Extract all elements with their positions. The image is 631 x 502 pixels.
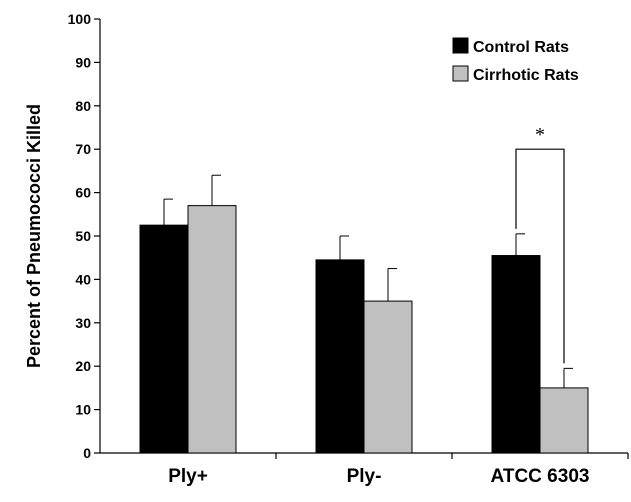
legend-label: Cirrhotic Rats [473, 67, 579, 84]
legend-label: Control Rats [473, 39, 569, 56]
bars [139, 205, 589, 454]
y-tick-label: 100 [68, 11, 92, 27]
bar [315, 259, 365, 454]
significance-bracket [515, 148, 565, 364]
y-tick-label: 80 [75, 98, 91, 114]
y-tick-label: 30 [75, 315, 91, 331]
legend: Control Rats Cirrhotic Rats [452, 37, 579, 84]
y-tick-label: 90 [75, 54, 91, 70]
x-category-label: Ply- [347, 466, 382, 487]
significance-star: * [535, 124, 545, 146]
y-tick-label: 70 [75, 141, 91, 157]
bar [187, 205, 237, 454]
x-category-label: ATCC 6303 [491, 466, 590, 487]
y-tick-label: 0 [83, 445, 91, 461]
x-axis-labels: Ply+ Ply- ATCC 6303 [168, 466, 589, 487]
y-tick-label: 10 [75, 402, 91, 418]
legend-swatch [452, 37, 469, 54]
error-bars [163, 174, 573, 388]
x-category-label: Ply+ [168, 466, 208, 487]
bar [491, 255, 541, 454]
bar [363, 300, 413, 454]
bar [539, 387, 589, 454]
significance-annotation: * [515, 124, 565, 364]
y-axis-title: Percent of Pneumococci Killed [24, 104, 44, 368]
y-tick-label: 20 [75, 358, 91, 374]
y-axis-ticks: 0 10 20 30 40 50 60 70 80 90 100 [68, 11, 100, 461]
bar [139, 224, 189, 454]
y-tick-label: 50 [75, 228, 91, 244]
legend-swatch [452, 65, 469, 82]
y-tick-label: 40 [75, 271, 91, 287]
y-tick-label: 60 [75, 185, 91, 201]
